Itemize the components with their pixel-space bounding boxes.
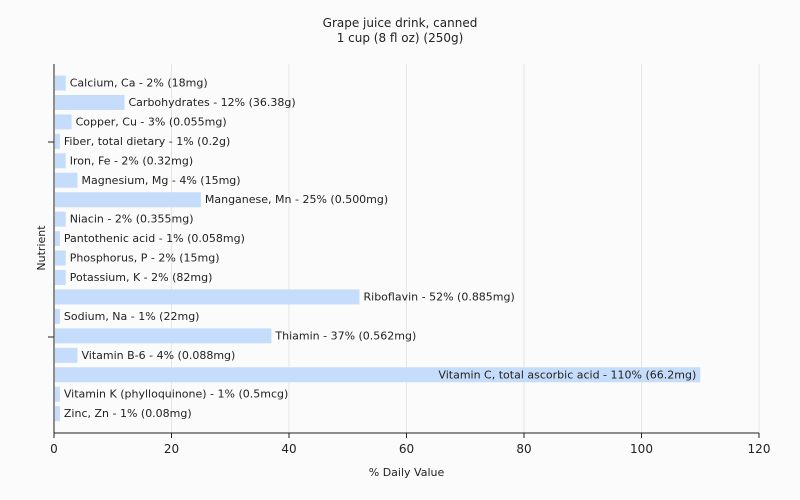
bar-label: Carbohydrates - 12% (36.38g) — [129, 96, 296, 109]
bar — [55, 289, 360, 305]
bar — [55, 133, 60, 149]
bar-label: Calcium, Ca - 2% (18mg) — [70, 77, 208, 90]
x-tick-label: 40 — [281, 442, 296, 456]
x-axis-ticks: 0 20 40 60 80 100 120 — [50, 433, 770, 456]
bar-label: Pantothenic acid - 1% (0.058mg) — [64, 232, 245, 245]
bar-label: Magnesium, Mg - 4% (15mg) — [82, 174, 241, 187]
y-axis-title: Nutrient — [35, 225, 48, 271]
x-tick-label: 20 — [164, 442, 179, 456]
bar-series: Calcium, Ca - 2% (18mg) Carbohydrates - 1… — [55, 75, 701, 422]
bar-label: Iron, Fe - 2% (0.32mg) — [70, 154, 193, 167]
bar — [55, 172, 78, 188]
x-tick-label: 100 — [630, 442, 653, 456]
bar — [55, 153, 66, 169]
x-tick-label: 0 — [50, 442, 58, 456]
bar-label: Vitamin K (phylloquinone) - 1% (0.5mcg) — [64, 388, 288, 401]
bar-label: Fiber, total dietary - 1% (0.2g) — [64, 135, 230, 148]
bar — [55, 192, 201, 208]
bar-label: Copper, Cu - 3% (0.055mg) — [76, 115, 227, 128]
x-tick-label: 120 — [748, 442, 771, 456]
bar — [55, 347, 78, 363]
bar — [55, 250, 66, 266]
bar-label: Niacin - 2% (0.355mg) — [70, 213, 194, 226]
bar — [55, 114, 72, 130]
bar-label: Sodium, Na - 1% (22mg) — [64, 310, 200, 323]
bar — [55, 231, 60, 247]
x-tick-label: 80 — [516, 442, 531, 456]
chart-title: Grape juice drink, canned 1 cup (8 fl oz… — [0, 16, 800, 46]
bar-label: Zinc, Zn - 1% (0.08mg) — [64, 407, 192, 420]
bar — [55, 386, 60, 402]
bar — [55, 75, 66, 91]
x-tick-label: 60 — [399, 442, 414, 456]
bar — [55, 270, 66, 285]
chart-title-line: Grape juice drink, canned — [322, 16, 478, 30]
bar-label: Manganese, Mn - 25% (0.500mg) — [205, 193, 388, 206]
bar-label: Vitamin B-6 - 4% (0.088mg) — [82, 349, 236, 362]
bar — [55, 308, 60, 324]
bar — [55, 328, 272, 344]
bar — [55, 211, 66, 227]
bar-label: Potassium, K - 2% (82mg) — [70, 271, 213, 284]
x-axis-title: % Daily Value — [369, 466, 445, 479]
bar — [55, 406, 60, 422]
bar-label: Vitamin C, total ascorbic acid - 110% (6… — [438, 368, 696, 381]
bar-label: Phosphorus, P - 2% (15mg) — [70, 252, 220, 265]
bar-label: Thiamin - 37% (0.562mg) — [274, 329, 416, 342]
bar — [55, 367, 701, 383]
bar-label: Riboflavin - 52% (0.885mg) — [364, 290, 515, 303]
bar — [55, 94, 125, 110]
chart-subtitle: 1 cup (8 fl oz) (250g) — [336, 31, 464, 45]
